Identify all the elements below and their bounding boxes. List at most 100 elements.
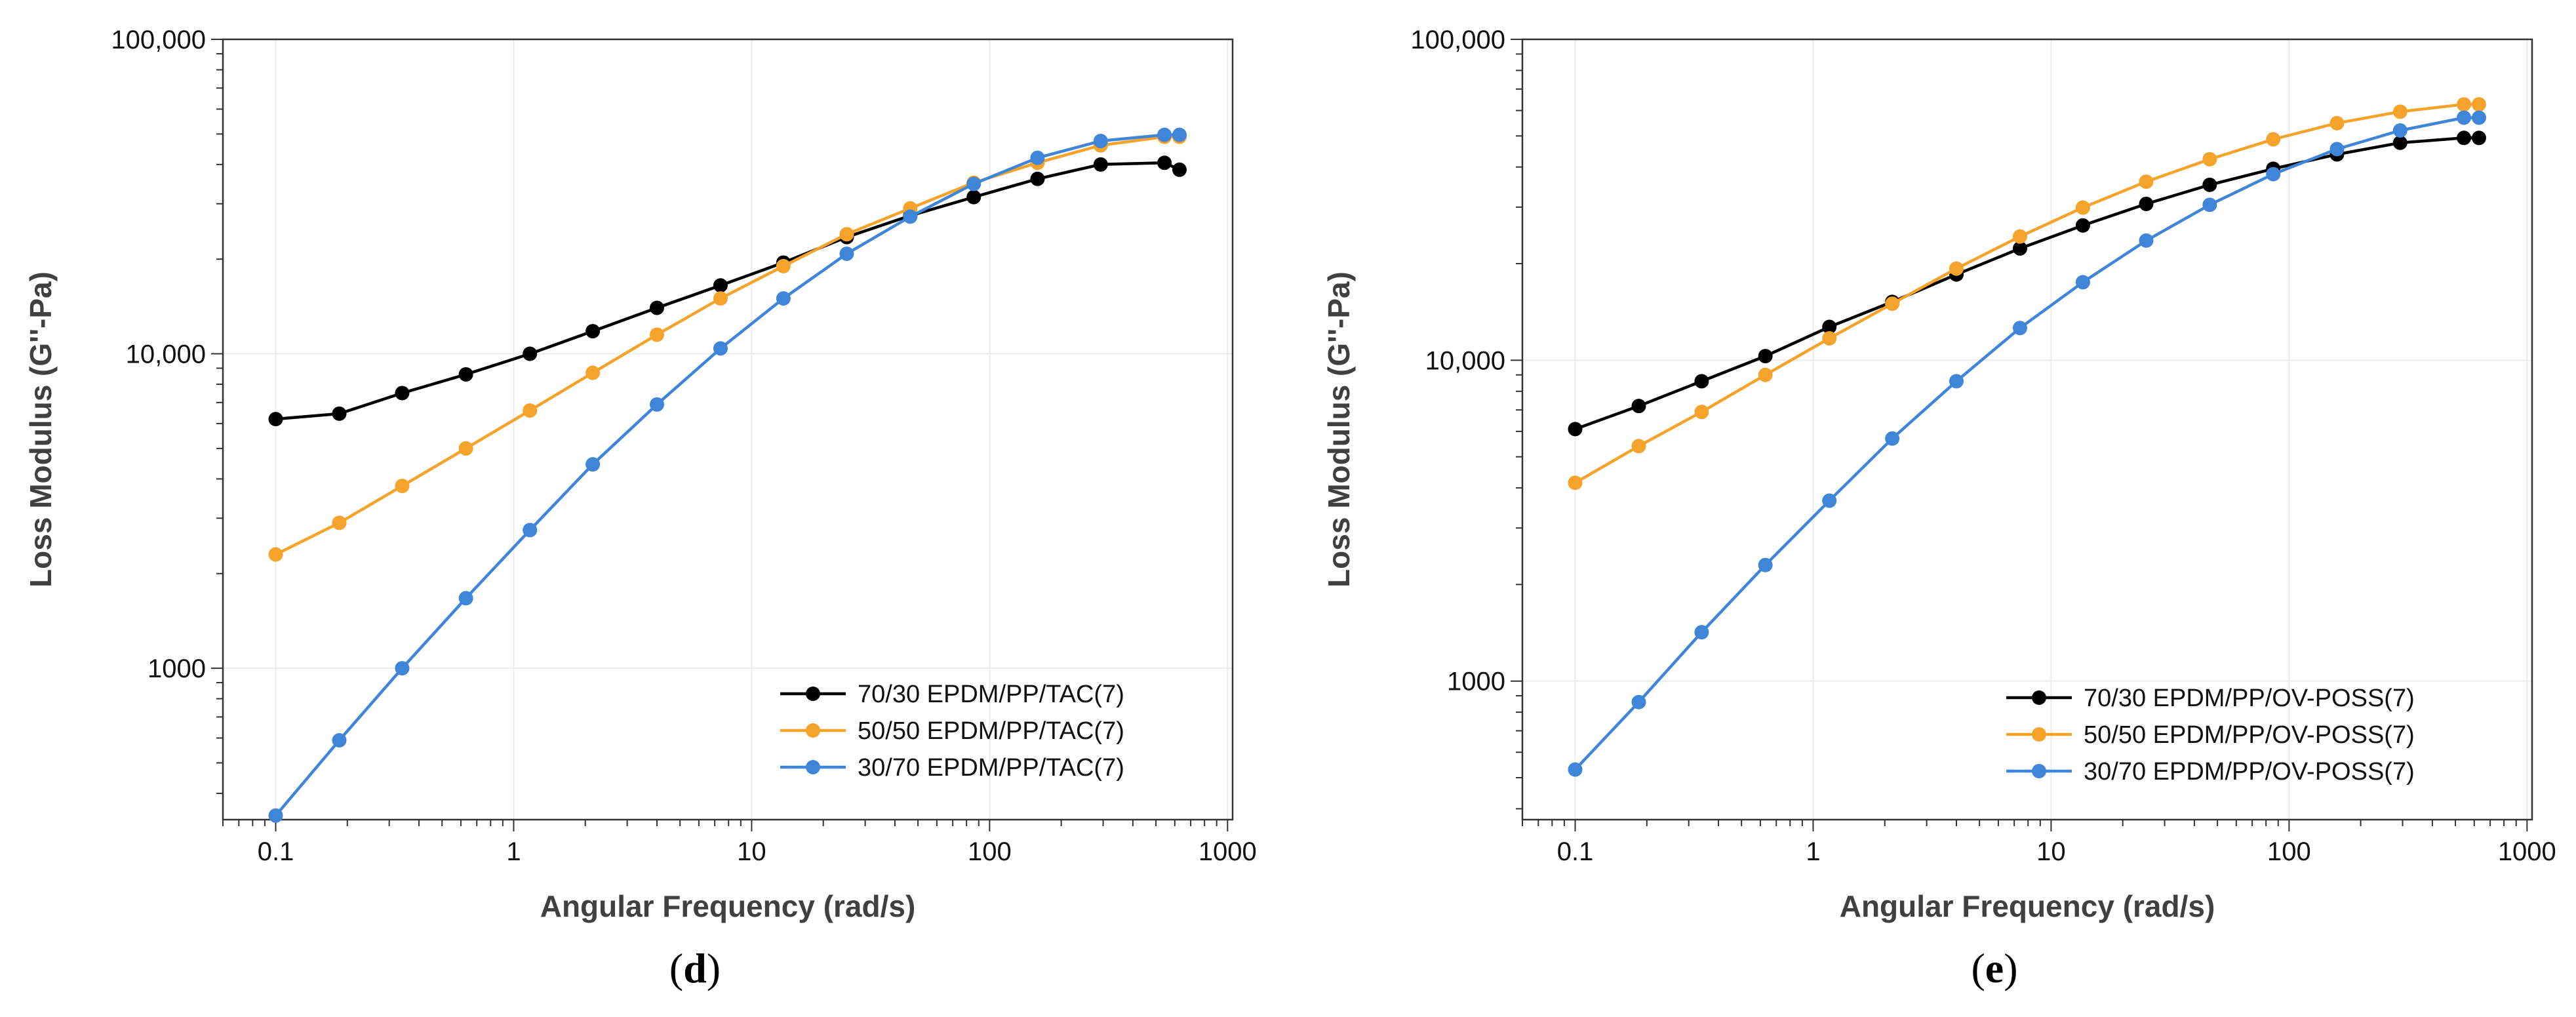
x-tick-label: 0.1: [1557, 837, 1594, 866]
series-2-point: [2139, 174, 2154, 189]
series-1-point: [1694, 374, 1709, 389]
series-2-point: [1885, 296, 1900, 311]
x-tick-label: 1: [1806, 837, 1820, 866]
y-tick-label: 1000: [148, 654, 206, 683]
series-2-point: [776, 258, 791, 273]
y-tick-label: 100,000: [111, 26, 206, 54]
plot-frame: [1521, 38, 2533, 821]
series-2-point: [1568, 475, 1583, 490]
series-2-point: [585, 365, 601, 380]
series-1-point: [585, 324, 601, 339]
panel-label: (e): [1971, 945, 2017, 991]
series-1-point: [2457, 130, 2472, 146]
plot-frame: [222, 38, 1234, 821]
series-3-point: [332, 732, 347, 748]
series-1-point: [458, 367, 473, 382]
legend-marker: [806, 723, 820, 738]
series-2-point: [713, 291, 728, 306]
series-3-point: [1030, 150, 1045, 165]
series-3-point: [458, 591, 473, 606]
series-2-point: [2392, 104, 2408, 119]
series-3-point: [1093, 134, 1108, 149]
series-line-3: [1574, 116, 2479, 771]
series-line-1: [275, 161, 1180, 421]
legend-marker: [806, 760, 820, 774]
series-3-point: [649, 397, 664, 412]
series-3-point: [2139, 233, 2154, 248]
panel-d-chart: 0.1 1 10 100 1000 1000 10,000 100,000 Angular Fr…: [24, 26, 1257, 991]
series-1-point: [2392, 135, 2408, 150]
x-tick-label: 100: [2267, 837, 2311, 866]
y-axis-title: Loss Modulus (G''-Pa): [1322, 271, 1356, 588]
y-tick-label: 1000: [1447, 668, 1505, 696]
series-2-point: [458, 441, 473, 456]
y-tick-label: 10,000: [126, 340, 206, 369]
series-1-point: [1157, 155, 1172, 170]
legend-marker: [2032, 727, 2046, 742]
series-3-point: [839, 247, 854, 262]
series-2-point: [2329, 115, 2345, 130]
series-1-point: [2471, 130, 2486, 146]
x-tick-label: 10: [2036, 837, 2066, 866]
series-1-point: [1093, 157, 1108, 172]
x-tick-label: 100: [968, 837, 1012, 866]
series-3-point: [713, 341, 728, 356]
legend-marker: [806, 687, 820, 701]
legend-marker: [2032, 690, 2046, 705]
legend-entry-label: 70/30 EPDM/PP/TAC(7): [858, 681, 1124, 708]
series-2-point: [649, 327, 664, 342]
series-line-2: [1574, 102, 2479, 485]
series-1-point: [966, 189, 981, 205]
series-3-point: [1822, 493, 1837, 508]
y-axis-title: Loss Modulus (G''-Pa): [24, 271, 58, 588]
series-2-point: [2075, 200, 2090, 215]
x-tick-label: 1000: [1199, 837, 1257, 866]
y-tick-label: 10,000: [1425, 346, 1505, 375]
series-2-point: [1694, 405, 1709, 420]
series-1-point: [2075, 218, 2090, 233]
legend-marker: [2032, 764, 2046, 778]
series-3-point: [2471, 110, 2486, 125]
series-line-1: [1574, 136, 2479, 431]
x-tick-label: 1: [506, 837, 521, 866]
series-1-point: [1758, 349, 1773, 364]
series-3-point: [776, 291, 791, 306]
legend-entry-label: 30/70 EPDM/PP/OV-POSS(7): [2084, 758, 2415, 786]
series-1-point: [268, 412, 283, 427]
series-line-2: [275, 135, 1179, 556]
series-2-point: [2012, 229, 2027, 244]
x-tick-label: 1000: [2498, 837, 2556, 866]
series-3-point: [2457, 110, 2472, 125]
series-2-point: [523, 403, 538, 418]
series-1-point: [649, 300, 664, 315]
series-3-point: [268, 808, 283, 823]
series-3-point: [1568, 762, 1583, 777]
series-3-point: [1758, 557, 1773, 572]
x-axis-title: Angular Frequency (rad/s): [540, 889, 916, 923]
series-3-point: [585, 457, 601, 472]
series-2-point: [268, 547, 283, 562]
x-tick-label: 0.1: [258, 837, 294, 866]
series-2-point: [1949, 261, 1964, 276]
series-3-point: [903, 209, 918, 224]
panel-e-chart: 0.1 1 10 100 1000 1000 10,000 100,000 Angular Fr…: [1322, 26, 2556, 991]
series-1-point: [1030, 171, 1045, 186]
series-3-point: [523, 523, 538, 538]
series-2-point: [1631, 439, 1646, 454]
series-1-point: [1172, 162, 1187, 177]
series-3-point: [966, 176, 981, 191]
legend-entry-label: 50/50 EPDM/PP/OV-POSS(7): [2084, 721, 2415, 749]
series-2-point: [839, 227, 854, 242]
series-3-point: [1157, 127, 1172, 142]
series-1-point: [332, 406, 347, 421]
series-3-point: [2329, 142, 2345, 157]
series-3-point: [2012, 321, 2027, 336]
x-tick-label: 10: [737, 837, 766, 866]
series-2-point: [2457, 97, 2472, 112]
series-3-point: [1172, 127, 1187, 142]
series-3-point: [2202, 197, 2217, 212]
series-3-point: [1885, 431, 1900, 446]
panel-label: (d): [669, 945, 721, 991]
